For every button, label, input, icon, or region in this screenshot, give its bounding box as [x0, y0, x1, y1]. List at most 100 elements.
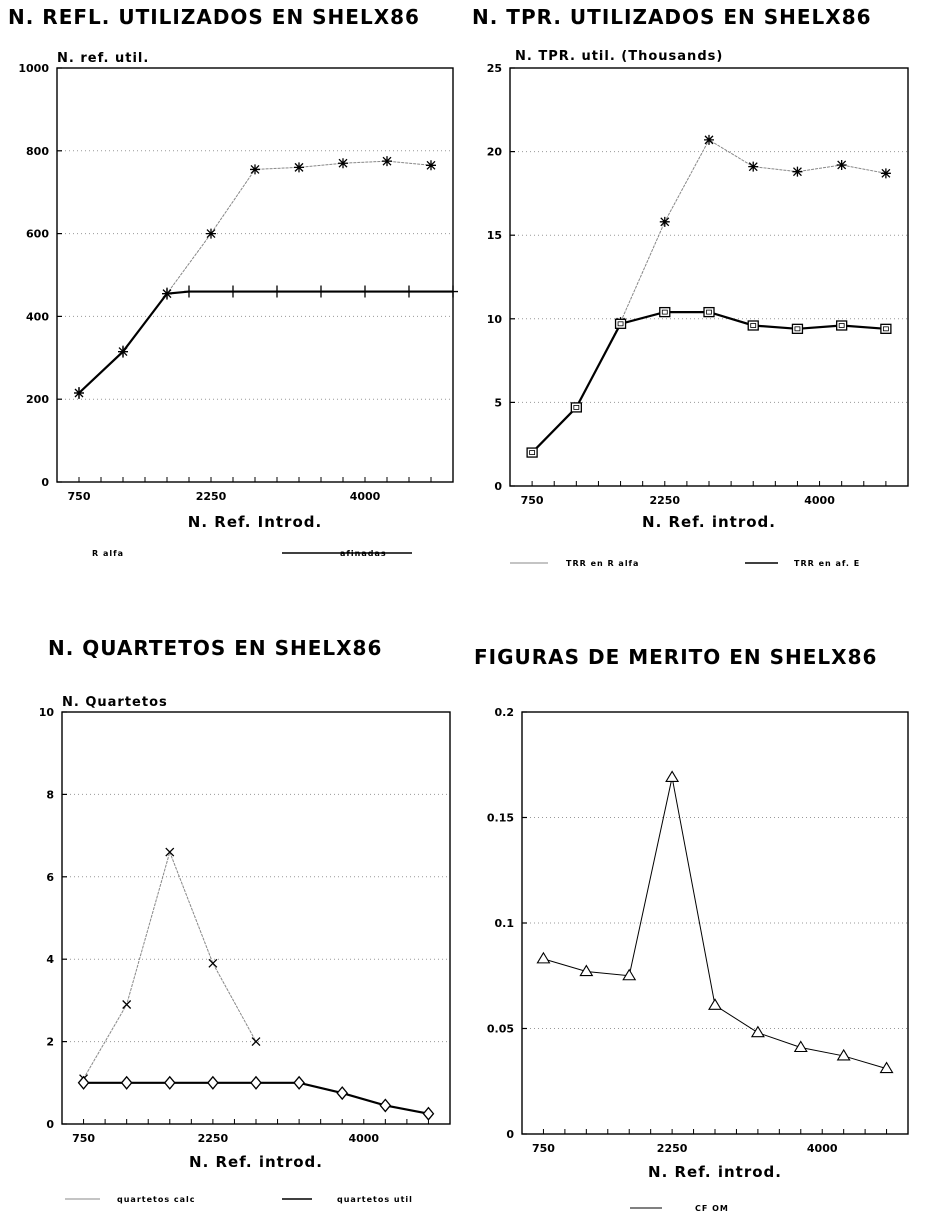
y-tick-label: 6 — [46, 871, 54, 884]
series-line — [531, 139, 886, 453]
series-2 — [77, 1075, 435, 1121]
legend-label: quartetos util — [337, 1195, 413, 1204]
data-point — [704, 134, 714, 145]
y-tick-label: 0.1 — [495, 917, 515, 930]
data-point — [614, 318, 627, 329]
data-point — [74, 386, 84, 399]
x-tick-label: 2250 — [196, 490, 227, 503]
x-tick-label: 2250 — [649, 494, 680, 507]
series-line — [531, 311, 886, 454]
data-point — [207, 1075, 219, 1090]
data-point — [836, 159, 847, 170]
data-point — [294, 162, 304, 173]
data-point — [293, 1075, 305, 1090]
x-tick-label: 4000 — [807, 1142, 838, 1155]
chart-panel-1: N. REFL. UTILIZADOS EN SHELX86 N. ref. ut… — [8, 5, 458, 558]
x-tick-label: 4000 — [348, 1132, 379, 1145]
legend-label: CF OM — [695, 1204, 729, 1213]
chart-panel-4: FIGURAS DE MERITO EN SHELX86 0 0.05 0.1 0.15… — [474, 645, 909, 1213]
data-point — [879, 1061, 894, 1074]
legend: TRR en R alfa TRR en af. E — [510, 559, 859, 568]
data-point — [251, 1037, 261, 1047]
series-line — [78, 160, 432, 394]
series-2 — [526, 306, 892, 458]
data-point — [250, 164, 260, 175]
data-point — [120, 1075, 133, 1090]
data-point — [579, 964, 594, 977]
chart-title: FIGURAS DE MERITO EN SHELX86 — [474, 645, 877, 669]
x-tick-label: 4000 — [350, 490, 381, 503]
y-tick-label: 4 — [46, 953, 54, 966]
data-point — [750, 1025, 765, 1038]
y-tick-label: 800 — [26, 145, 49, 158]
series-1 — [79, 847, 261, 1084]
data-point — [880, 168, 891, 179]
y-tick-label: 10 — [39, 706, 55, 719]
y-tick-label: 0.2 — [495, 706, 515, 719]
data-point — [426, 160, 436, 171]
data-point — [526, 447, 538, 458]
chart-panel-3: N. QUARTETOS EN SHELX86 N. Quartetos 0 2 4 6 8… — [39, 636, 451, 1204]
data-point — [338, 158, 348, 169]
x-axis-title: N. Ref. introd. — [189, 1153, 323, 1171]
data-point — [665, 770, 680, 782]
legend: R alfa afinadas — [92, 549, 412, 558]
data-point — [836, 320, 848, 331]
y-axis-title: N. Quartetos — [62, 695, 168, 710]
y-tick-label: 0 — [46, 1118, 54, 1131]
data-point — [250, 1075, 262, 1090]
series-line — [83, 850, 257, 1079]
y-tick-label: 1000 — [18, 62, 49, 75]
legend: CF OM — [630, 1204, 729, 1213]
data-point — [163, 1075, 176, 1090]
x-tick-label: 4000 — [804, 494, 835, 507]
y-tick-label: 8 — [46, 788, 54, 801]
y-tick-label: 25 — [487, 62, 502, 75]
y-tick-label: 20 — [487, 146, 503, 159]
y-axis-title: N. TPR. util. (Thousands) — [515, 49, 723, 64]
x-tick-label: 2250 — [198, 1132, 229, 1145]
data-point — [703, 306, 715, 318]
x-axis-title: N. Ref. introd. — [642, 513, 776, 531]
data-point — [316, 285, 326, 298]
data-point — [360, 285, 370, 298]
data-point — [708, 998, 722, 1010]
y-tick-label: 0 — [506, 1128, 514, 1141]
y-axis-title: N. ref. util. — [57, 51, 149, 66]
data-point — [536, 951, 551, 964]
y-tick-label: 0.15 — [487, 812, 514, 825]
x-axis-title: N. Ref. Introd. — [188, 513, 322, 531]
chart-title: N. TPR. UTILIZADOS EN SHELX86 — [472, 5, 872, 29]
plot-frame — [509, 67, 909, 487]
data-point — [659, 216, 670, 227]
series-2 — [74, 285, 458, 399]
data-point — [659, 306, 671, 318]
legend-label: quartetos calc — [117, 1195, 196, 1204]
series-line — [78, 290, 453, 394]
data-point — [379, 1098, 392, 1113]
data-point — [747, 320, 759, 331]
x-tick-label: 750 — [72, 1132, 95, 1145]
y-tick-label: 0 — [41, 476, 49, 489]
legend: quartetos calc quartetos util — [65, 1195, 413, 1204]
y-tick-label: 600 — [26, 228, 49, 241]
data-point — [162, 287, 172, 300]
data-point — [422, 1106, 435, 1121]
series-1 — [74, 156, 436, 398]
y-tick-label: 10 — [487, 313, 503, 326]
data-point — [791, 323, 804, 334]
data-point — [206, 228, 216, 239]
x-tick-label: 750 — [521, 494, 544, 507]
data-point — [836, 1048, 851, 1061]
y-tick-label: 5 — [494, 396, 502, 409]
plot-frame — [56, 67, 454, 483]
legend-label: TRR en R alfa — [566, 559, 639, 568]
data-point — [272, 285, 282, 298]
plot-frame — [61, 711, 451, 1125]
x-tick-label: 750 — [68, 490, 91, 503]
data-point — [228, 285, 238, 298]
chart-panel-2: N. TPR. UTILIZADOS EN SHELX86 N. TPR. uti… — [472, 5, 909, 568]
y-tick-label: 200 — [26, 393, 49, 406]
data-point — [404, 285, 414, 298]
